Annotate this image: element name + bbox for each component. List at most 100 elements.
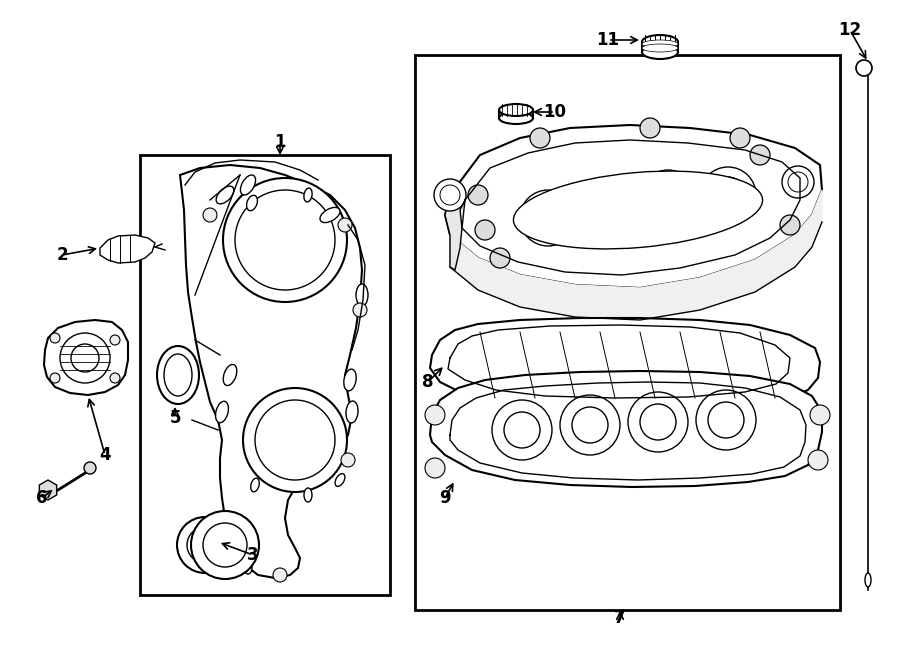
Circle shape [492,400,552,460]
Circle shape [788,172,808,192]
Circle shape [341,453,355,467]
Circle shape [187,527,223,563]
Circle shape [203,208,217,222]
Circle shape [640,170,696,226]
Ellipse shape [157,346,199,404]
Circle shape [110,335,120,345]
Ellipse shape [247,195,257,211]
Circle shape [810,405,830,425]
Circle shape [84,462,96,474]
Ellipse shape [229,542,237,554]
Text: 8: 8 [422,373,434,391]
Text: 10: 10 [544,103,566,121]
Text: 6: 6 [36,489,48,507]
Circle shape [628,392,688,452]
Text: 11: 11 [597,31,619,49]
Ellipse shape [244,562,252,574]
Circle shape [856,60,872,76]
Polygon shape [450,190,822,320]
Polygon shape [100,235,155,263]
Circle shape [440,185,460,205]
Circle shape [700,167,756,223]
Circle shape [233,551,247,565]
Circle shape [434,179,466,211]
Circle shape [572,407,608,443]
Ellipse shape [223,365,237,385]
Text: 1: 1 [274,133,286,151]
Circle shape [243,388,347,492]
Circle shape [60,333,110,383]
Ellipse shape [642,44,678,52]
Circle shape [235,190,335,290]
Text: 5: 5 [169,409,181,427]
Circle shape [490,248,510,268]
Circle shape [255,400,335,480]
Ellipse shape [499,112,533,124]
Ellipse shape [304,488,312,502]
Bar [140,155,390,595]
Text: 3: 3 [248,546,259,564]
Text: 9: 9 [439,489,451,507]
Bar [415,55,840,610]
Ellipse shape [164,354,192,396]
Polygon shape [445,125,822,288]
Circle shape [203,523,247,567]
Text: 4: 4 [99,446,111,464]
Circle shape [223,178,347,302]
Circle shape [708,402,744,438]
Ellipse shape [513,171,762,249]
Circle shape [782,166,814,198]
Circle shape [730,128,750,148]
Text: 12: 12 [839,21,861,39]
Polygon shape [44,320,128,395]
Ellipse shape [240,175,256,195]
Circle shape [110,373,120,383]
Circle shape [640,118,660,138]
Ellipse shape [304,188,312,202]
Ellipse shape [216,186,234,204]
Circle shape [338,218,352,232]
Circle shape [425,458,445,478]
Circle shape [560,395,620,455]
Circle shape [353,303,367,317]
Ellipse shape [215,401,229,423]
Circle shape [780,215,800,235]
Ellipse shape [642,40,678,48]
Circle shape [177,517,233,573]
Polygon shape [430,371,822,487]
Polygon shape [430,318,820,408]
Circle shape [710,177,746,213]
Circle shape [425,405,445,425]
Circle shape [696,390,756,450]
Circle shape [475,220,495,240]
Ellipse shape [251,478,259,492]
Ellipse shape [335,473,345,487]
Ellipse shape [346,401,358,423]
Ellipse shape [344,369,356,391]
Ellipse shape [642,35,678,49]
Polygon shape [40,480,57,500]
Circle shape [468,185,488,205]
Circle shape [590,187,626,223]
Circle shape [530,128,550,148]
Text: 7: 7 [614,609,626,627]
Circle shape [50,333,60,343]
Text: 2: 2 [56,246,68,264]
Circle shape [750,145,770,165]
Circle shape [50,373,60,383]
Ellipse shape [499,104,533,116]
Ellipse shape [865,573,871,587]
Circle shape [71,344,99,372]
Circle shape [504,412,540,448]
Circle shape [273,568,287,582]
Polygon shape [180,165,362,578]
Ellipse shape [642,45,678,59]
Circle shape [530,200,566,236]
Circle shape [650,180,686,216]
Circle shape [520,190,576,246]
Circle shape [808,450,828,470]
Circle shape [191,511,259,579]
Ellipse shape [356,284,368,306]
Circle shape [790,175,810,195]
Circle shape [580,177,636,233]
